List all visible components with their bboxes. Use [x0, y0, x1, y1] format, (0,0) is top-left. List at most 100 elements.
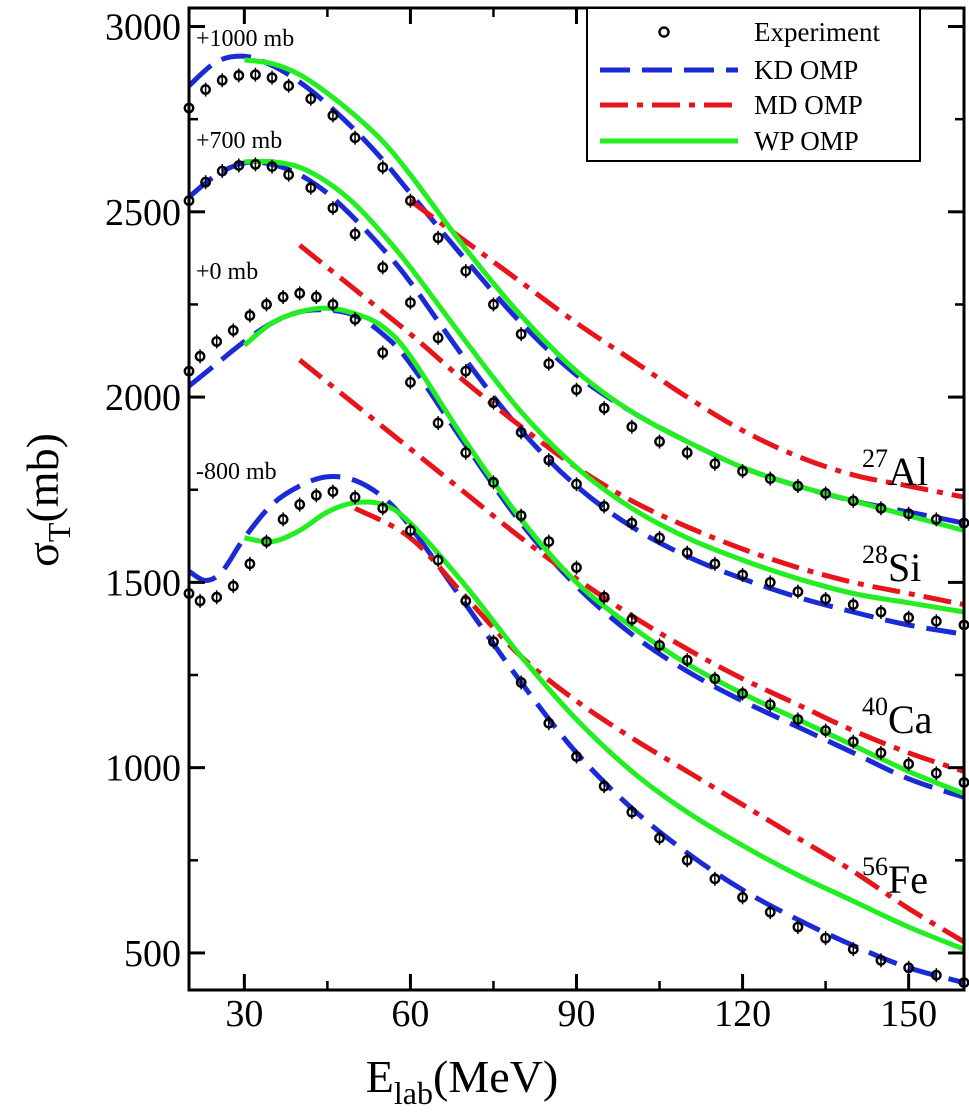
experiment-point-ca	[598, 591, 610, 603]
experiment-point-si	[233, 160, 245, 171]
experiment-point-fe	[327, 486, 339, 497]
experiment-point-si	[543, 454, 555, 466]
experiment-point-fe	[310, 489, 322, 501]
legend-md-label: MD OMP	[754, 90, 863, 120]
experiment-point-ca	[211, 336, 223, 347]
experiment-point-fe	[405, 525, 416, 536]
experiment-point-al	[930, 513, 942, 525]
curve-md-si	[298, 243, 965, 608]
experiment-point-ca	[875, 747, 887, 759]
x-axis-subscript: lab	[394, 1075, 433, 1111]
experiment-point-fe	[377, 502, 389, 514]
experiment-point-si	[305, 182, 317, 194]
x-tick-label: 60	[391, 993, 429, 1035]
y-tick-label: 3000	[105, 7, 181, 49]
experiment-point-si	[250, 158, 261, 170]
experiment-point-fe	[930, 969, 942, 981]
experiment-point-ca	[294, 287, 306, 299]
y-axis-subscript: T	[41, 522, 77, 542]
experiment-point-si	[626, 517, 638, 529]
experiment-point-fe	[515, 677, 527, 688]
experiment-point-fe	[903, 962, 915, 974]
experiment-point-ca	[571, 562, 582, 573]
experiment-point-fe	[598, 780, 610, 792]
y-axis-unit: (mb)	[17, 433, 68, 522]
nucleus-symbol-si: Si	[888, 545, 921, 590]
experiment-point-ca	[194, 350, 206, 362]
experiment-point-si	[737, 569, 748, 581]
experiment-point-ca	[515, 510, 527, 522]
y-axis-title: σT(mb)	[17, 433, 77, 567]
experiment-point-ca	[543, 536, 555, 548]
experiment-point-ca	[903, 758, 915, 770]
experiment-point-al	[626, 421, 638, 433]
x-tick-label: 90	[558, 993, 596, 1035]
nucleus-label-si: 28Si	[862, 540, 921, 590]
y-tick-label: 500	[124, 933, 181, 975]
experiment-point-si	[349, 228, 361, 240]
y-tick-label: 2500	[105, 192, 181, 234]
experiment-point-al	[598, 402, 610, 414]
experiment-point-si	[266, 161, 278, 173]
experiment-point-fe	[709, 873, 721, 885]
experiment-point-si	[571, 478, 582, 490]
curve-wp-al	[244, 57, 965, 533]
experiment-point-si	[432, 332, 444, 344]
x-tick-label: 150	[880, 993, 937, 1035]
nucleus-symbol-fe: Fe	[888, 857, 928, 902]
experiment-point-al	[405, 195, 416, 207]
nucleus-label-ca: 40Ca	[862, 692, 933, 742]
experiment-point-al	[792, 480, 804, 492]
experiment-point-al	[681, 447, 693, 459]
experiment-point-ca	[626, 614, 638, 625]
experiment-point-ca	[261, 299, 272, 310]
experiment-point-fe	[244, 558, 256, 570]
experiment-point-fe	[277, 513, 289, 525]
experiment-point-ca	[327, 299, 339, 310]
experiment-point-al	[875, 502, 887, 514]
experiment-point-si	[216, 165, 228, 177]
experiment-point-ca	[460, 447, 472, 459]
experiment-point-al	[233, 70, 245, 81]
experiment-point-fe	[261, 536, 272, 548]
experiment-point-ca	[405, 376, 416, 388]
experiment-point-ca	[847, 736, 859, 748]
experiment-point-al	[488, 299, 499, 310]
nucleus-mass-fe: 56	[862, 852, 888, 881]
experiment-point-ca	[377, 347, 389, 359]
nucleus-symbol-ca: Ca	[888, 697, 933, 742]
experiment-point-al	[349, 132, 361, 144]
experiment-point-si	[405, 297, 416, 308]
offset-annotation-si: +700 mb	[196, 128, 282, 154]
legend-box	[586, 7, 921, 162]
experiment-point-fe	[764, 906, 776, 918]
nucleus-label-fe: 56Fe	[862, 852, 928, 902]
nucleus-label-al: 27Al	[862, 444, 928, 494]
experiment-point-ca	[349, 313, 361, 325]
experiment-point-al	[737, 465, 748, 477]
experiment-point-si	[847, 599, 859, 611]
experiment-point-ca	[737, 688, 748, 699]
experiment-point-al	[200, 84, 212, 95]
curve-md-ca	[298, 358, 965, 774]
offset-annotation-ca: +0 mb	[196, 259, 258, 285]
experiment-point-al	[764, 473, 776, 485]
nucleus-mass-si: 28	[862, 540, 888, 569]
experiment-point-al	[327, 110, 339, 121]
legend: Experiment KD OMP MD OMP WP OMP	[586, 7, 921, 162]
experiment-point-si	[327, 202, 339, 214]
experiment-point-al	[543, 358, 555, 370]
x-axis-symbol: E	[366, 1051, 394, 1102]
experiment-point-al	[250, 69, 261, 81]
experiment-point-al	[903, 508, 915, 520]
experiment-point-si	[875, 606, 887, 618]
experiment-point-al	[377, 161, 389, 173]
experiment-point-fe	[792, 921, 804, 933]
experiment-point-fe	[460, 595, 472, 607]
experiment-point-fe	[820, 932, 832, 944]
experiment-point-al	[283, 80, 295, 92]
experiment-point-si	[283, 169, 295, 181]
experiment-point-al	[305, 93, 317, 105]
experiment-point-al	[515, 328, 527, 340]
nucleus-mass-ca: 40	[862, 692, 888, 721]
